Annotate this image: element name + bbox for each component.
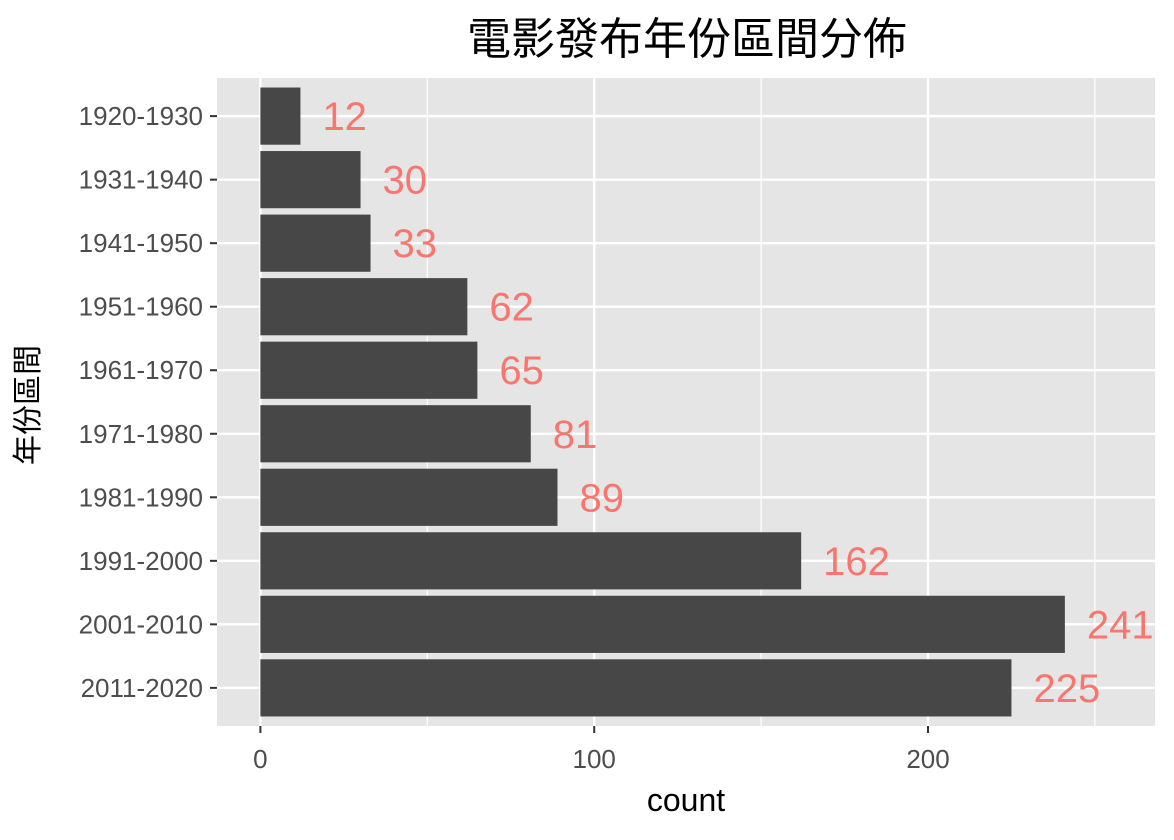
data-label: 89 xyxy=(579,476,624,520)
data-label: 30 xyxy=(383,159,428,203)
x-tick-label: 0 xyxy=(253,744,267,774)
y-tick-label: 1991-2000 xyxy=(79,546,203,576)
y-tick-label: 1920-1930 xyxy=(79,101,203,131)
data-label: 12 xyxy=(322,95,367,139)
bar xyxy=(260,341,478,399)
bar xyxy=(260,214,371,272)
y-tick-label: 1941-1950 xyxy=(79,228,203,258)
data-label: 65 xyxy=(499,349,544,393)
y-tick-label: 2001-2010 xyxy=(79,609,203,639)
y-axis-title: 年份區間 xyxy=(11,345,46,465)
y-tick-label: 1971-1980 xyxy=(79,419,203,449)
y-tick-label: 1931-1940 xyxy=(79,165,203,195)
data-label: 225 xyxy=(1033,667,1100,711)
x-axis-title: count xyxy=(647,782,725,818)
data-label: 162 xyxy=(823,540,890,584)
bar xyxy=(260,87,301,145)
data-label: 62 xyxy=(489,286,533,330)
y-axis: 1920-1930 1931-1940 1941-1950 1951-1960 1961… xyxy=(79,101,217,703)
bar xyxy=(260,405,531,463)
bar xyxy=(260,468,558,526)
bar xyxy=(260,151,361,209)
x-axis: 0 100 200 xyxy=(253,726,950,774)
x-tick-label: 200 xyxy=(906,744,949,774)
bar xyxy=(260,532,802,590)
bar xyxy=(260,595,1065,653)
y-tick-label: 1981-1990 xyxy=(79,482,203,512)
data-label: 81 xyxy=(553,413,598,457)
bar xyxy=(260,659,1012,717)
data-label: 241 xyxy=(1087,603,1154,647)
y-tick-label: 1961-1970 xyxy=(79,355,203,385)
data-label: 33 xyxy=(393,222,438,266)
y-tick-label: 1951-1960 xyxy=(79,292,203,322)
bars xyxy=(260,87,1065,717)
x-tick-label: 100 xyxy=(573,744,616,774)
bar xyxy=(260,278,468,336)
chart-title: 電影發布年份區間分佈 xyxy=(467,14,907,65)
y-tick-label: 2011-2020 xyxy=(81,673,203,703)
